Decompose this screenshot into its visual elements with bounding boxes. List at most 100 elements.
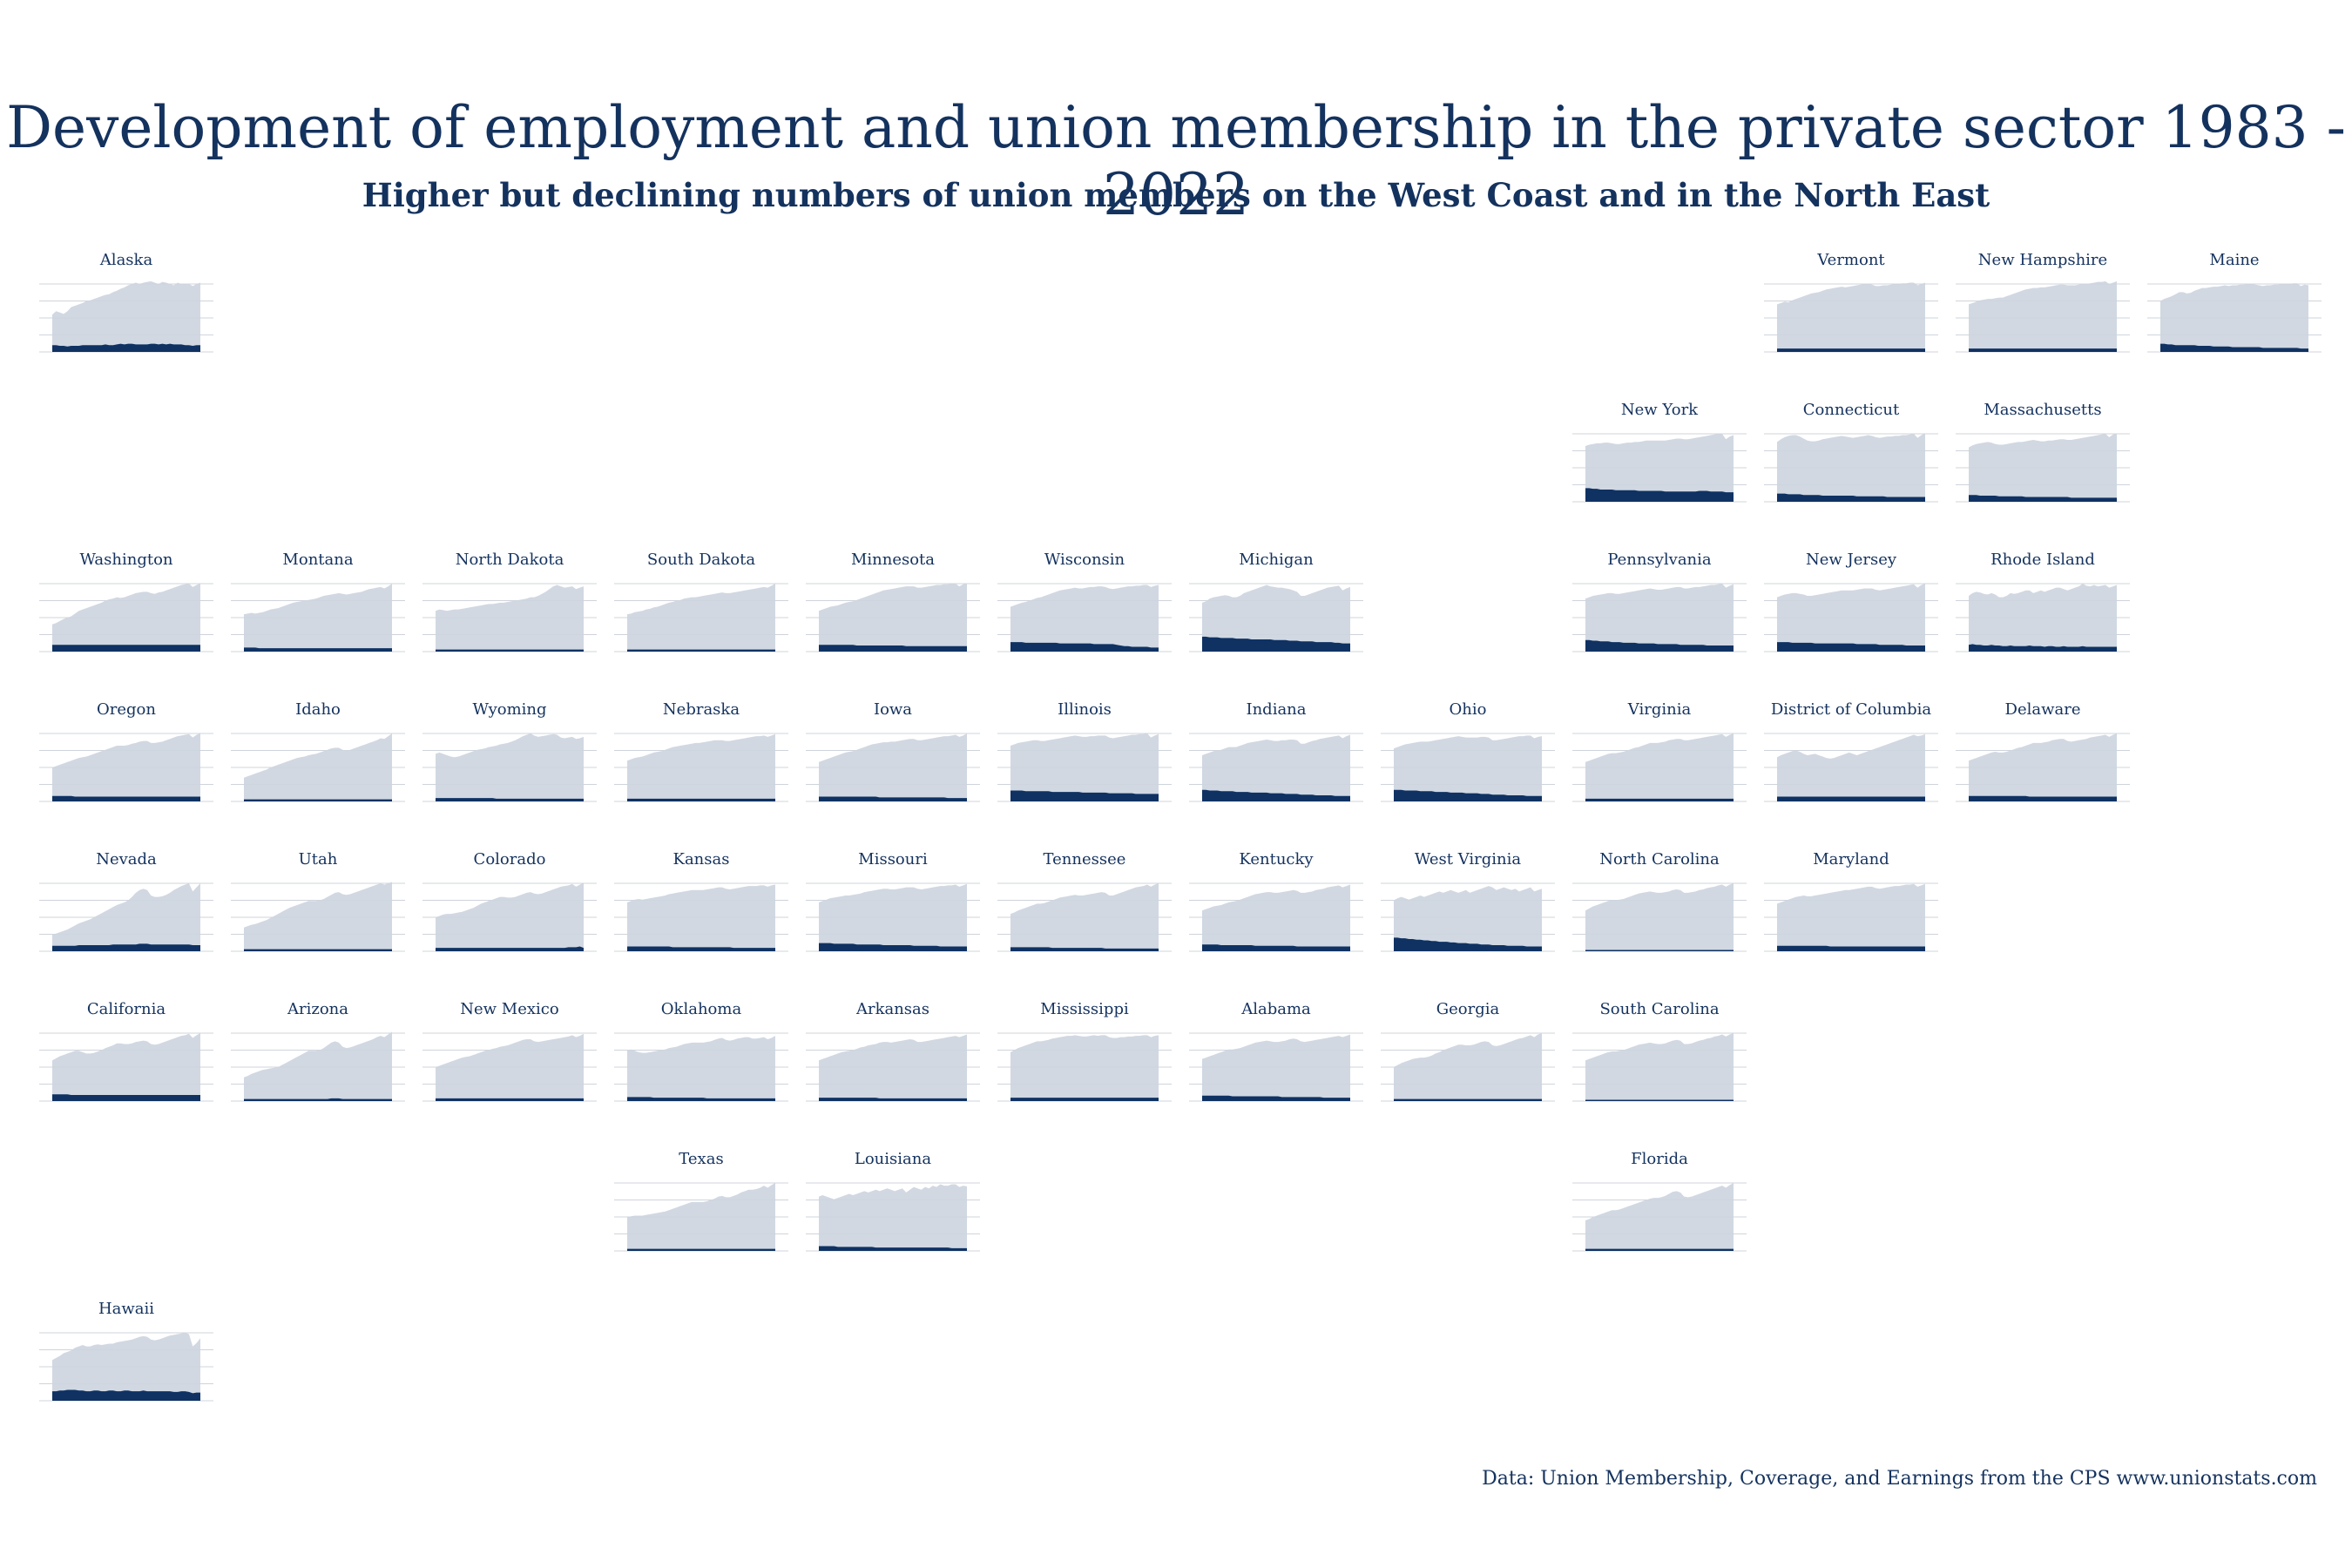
employment-area xyxy=(244,733,392,801)
employment-area xyxy=(436,585,584,652)
state-tile-arkansas: Arkansas xyxy=(806,1000,980,1131)
state-tile-new-hampshire: New Hampshire xyxy=(1956,251,2130,382)
union-membership-area xyxy=(819,645,967,652)
state-tile-georgia: Georgia xyxy=(1381,1000,1555,1131)
state-area-chart xyxy=(1764,583,1938,652)
employment-area xyxy=(52,733,200,801)
union-membership-area xyxy=(819,1098,967,1101)
state-tile-north-carolina: North Carolina xyxy=(1572,850,1747,981)
union-membership-area xyxy=(1010,1098,1159,1101)
state-label: Maine xyxy=(2209,251,2260,269)
union-membership-area xyxy=(627,649,775,652)
state-tile-iowa: Iowa xyxy=(806,700,980,831)
state-tile-oregon: Oregon xyxy=(39,700,213,831)
state-label: Kentucky xyxy=(1239,850,1314,868)
state-label: Nebraska xyxy=(662,700,740,719)
employment-area xyxy=(1777,733,1925,801)
state-label: Kansas xyxy=(672,850,730,868)
state-label: Texas xyxy=(679,1150,724,1168)
employment-area xyxy=(819,1184,967,1251)
union-membership-area xyxy=(1585,488,1734,502)
state-label: Massachusetts xyxy=(1984,401,2102,419)
state-label: Hawaii xyxy=(98,1300,155,1318)
state-tile-colorado: Colorado xyxy=(422,850,597,981)
state-label: Florida xyxy=(1631,1150,1688,1168)
state-tile-connecticut: Connecticut xyxy=(1764,401,1938,531)
state-tile-wisconsin: Wisconsin xyxy=(997,551,1172,681)
state-area-chart xyxy=(39,280,213,353)
union-membership-area xyxy=(1585,1099,1734,1101)
state-tile-nebraska: Nebraska xyxy=(614,700,788,831)
state-tile-mississippi: Mississippi xyxy=(997,1000,1172,1131)
state-area-chart xyxy=(1189,583,1363,652)
state-label: Delaware xyxy=(2004,700,2081,719)
state-tile-ohio: Ohio xyxy=(1381,700,1555,831)
state-tile-maine: Maine xyxy=(2147,251,2322,382)
state-label: Missouri xyxy=(858,850,928,868)
state-area-chart xyxy=(231,1031,405,1102)
union-membership-area xyxy=(52,343,200,352)
union-membership-area xyxy=(1585,1248,1734,1251)
state-tile-west-virginia: West Virginia xyxy=(1381,850,1555,981)
union-membership-area xyxy=(436,798,584,801)
employment-area xyxy=(1585,1033,1734,1101)
state-tile-indiana: Indiana xyxy=(1189,700,1363,831)
state-label: Georgia xyxy=(1436,1000,1500,1018)
state-area-chart xyxy=(806,583,980,652)
state-area-chart xyxy=(39,733,213,802)
employment-area xyxy=(1969,733,2117,801)
union-membership-area xyxy=(52,795,200,801)
union-membership-area xyxy=(436,649,584,652)
union-membership-area xyxy=(52,1094,200,1101)
state-area-chart xyxy=(39,882,213,952)
employment-area xyxy=(627,884,775,951)
state-area-chart xyxy=(422,1032,597,1102)
state-tile-louisiana: Louisiana xyxy=(806,1150,980,1281)
state-area-chart xyxy=(39,583,213,652)
union-membership-area xyxy=(436,1098,584,1101)
union-membership-area xyxy=(1585,639,1734,652)
employment-area xyxy=(1394,886,1542,951)
union-membership-area xyxy=(1202,636,1350,652)
union-membership-area xyxy=(1394,937,1542,951)
state-tile-texas: Texas xyxy=(614,1150,788,1281)
employment-area xyxy=(1010,585,1159,652)
state-tile-michigan: Michigan xyxy=(1189,551,1363,681)
employment-area xyxy=(436,733,584,801)
union-membership-area xyxy=(627,798,775,801)
state-tile-florida: Florida xyxy=(1572,1150,1747,1281)
union-membership-area xyxy=(627,946,775,951)
state-label: Pennsylvania xyxy=(1607,551,1712,569)
employment-area xyxy=(1010,1035,1159,1101)
state-area-chart xyxy=(1572,882,1747,952)
state-label: Maryland xyxy=(1813,850,1889,868)
union-membership-area xyxy=(1969,795,2117,801)
employment-area xyxy=(1777,433,1925,502)
employment-area xyxy=(1394,735,1542,801)
employment-area xyxy=(244,584,392,652)
state-label: Oklahoma xyxy=(660,1000,742,1018)
state-area-chart xyxy=(1764,733,1938,802)
state-tile-north-dakota: North Dakota xyxy=(422,551,597,681)
employment-area xyxy=(819,733,967,801)
state-area-chart xyxy=(39,1032,213,1102)
union-membership-area xyxy=(627,1097,775,1101)
union-membership-area xyxy=(1969,495,2117,502)
state-tile-arizona: Arizona xyxy=(231,1000,405,1131)
state-label: New York xyxy=(1620,401,1699,419)
union-membership-area xyxy=(819,796,967,801)
state-label: Washington xyxy=(79,551,173,569)
union-membership-area xyxy=(52,943,200,951)
employment-area xyxy=(627,1036,775,1101)
union-membership-area xyxy=(52,1389,200,1401)
state-label: Wyoming xyxy=(472,700,547,719)
union-membership-area xyxy=(1777,945,1925,951)
state-tile-kansas: Kansas xyxy=(614,850,788,981)
employment-area xyxy=(1202,884,1350,951)
state-label: West Virginia xyxy=(1414,850,1522,868)
employment-area xyxy=(1969,584,2117,652)
state-tile-illinois: Illinois xyxy=(997,700,1172,831)
employment-area xyxy=(1969,434,2117,502)
state-label: Montana xyxy=(282,551,354,569)
state-area-chart xyxy=(614,1032,788,1102)
